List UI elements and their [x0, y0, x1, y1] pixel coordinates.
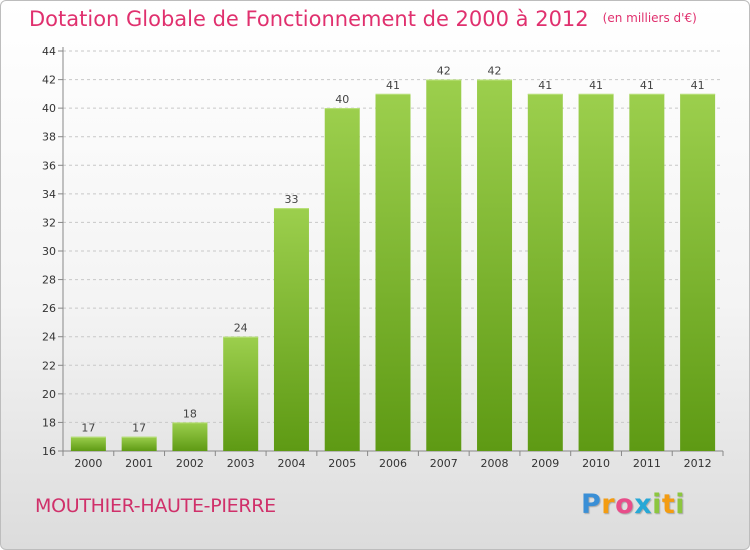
x-tick-label: 2011: [633, 457, 661, 470]
bar-2002: [172, 422, 208, 451]
logo-letter: P: [581, 489, 602, 520]
x-tick-label: 2003: [227, 457, 255, 470]
x-tick-label: 2012: [684, 457, 712, 470]
bar-2003: [223, 336, 259, 451]
x-tick-label: 2010: [582, 457, 610, 470]
y-tick-label: 34: [42, 188, 56, 201]
logo-letter: t: [661, 489, 676, 520]
bar-2012: [680, 93, 716, 451]
x-tick-label: 2002: [176, 457, 204, 470]
data-label: 41: [538, 79, 552, 92]
y-tick-label: 18: [42, 416, 56, 429]
data-label: 42: [488, 65, 502, 78]
y-tick-label: 36: [42, 159, 56, 172]
data-label: 17: [81, 422, 95, 435]
x-tick-label: 2000: [74, 457, 102, 470]
logo-letter: i: [652, 489, 662, 520]
chart-title: Dotation Globale de Fonctionnement de 20…: [29, 7, 697, 31]
data-label: 40: [335, 93, 349, 106]
x-tick-label: 2005: [328, 457, 356, 470]
data-label: 41: [589, 79, 603, 92]
bar-2000: [70, 436, 106, 451]
data-labels: 17 17 18 24 33 40 41 42 42 41 41 41 41: [81, 65, 704, 435]
bar-2008: [477, 79, 513, 452]
chart-title-text: Dotation Globale de Fonctionnement de 20…: [29, 7, 589, 31]
y-tick-label: 38: [42, 131, 56, 144]
data-label: 41: [386, 79, 400, 92]
x-tick-label: 2001: [125, 457, 153, 470]
logo-letter: r: [601, 489, 616, 520]
bar-2004: [273, 208, 309, 451]
chart-subtitle: (en milliers d'€): [602, 11, 697, 25]
bar-2001: [121, 436, 157, 451]
y-tick-label: 42: [42, 74, 56, 87]
bar-2007: [426, 79, 462, 452]
data-label: 17: [132, 422, 146, 435]
y-tick-label: 22: [42, 359, 56, 372]
logo-letter: x: [634, 489, 653, 520]
data-label: 42: [437, 65, 451, 78]
bars: [70, 79, 716, 452]
data-label: 33: [284, 193, 298, 206]
y-tick-label: 20: [42, 388, 56, 401]
data-label: 41: [640, 79, 654, 92]
y-tick-label: 26: [42, 302, 56, 315]
y-tick-label: 40: [42, 102, 56, 115]
data-label: 18: [183, 407, 197, 420]
x-tick-label: 2009: [531, 457, 559, 470]
data-label: 24: [234, 322, 248, 335]
y-tick-label: 24: [42, 331, 56, 344]
y-tick-label: 16: [42, 445, 56, 458]
proxiti-logo[interactable]: Proxiti: [581, 489, 685, 520]
y-tick-label: 32: [42, 216, 56, 229]
x-tick-label: 2006: [379, 457, 407, 470]
bar-2010: [578, 93, 614, 451]
logo-letter: i: [675, 489, 686, 520]
x-tick-label: 2004: [277, 457, 305, 470]
y-tick-label: 44: [42, 45, 56, 58]
y-tick-label: 30: [42, 245, 56, 258]
bar-2009: [527, 93, 563, 451]
x-tick-label: 2007: [430, 457, 458, 470]
x-tick-label: 2008: [481, 457, 509, 470]
bar-2005: [324, 108, 360, 452]
logo-letter: o: [615, 489, 635, 520]
y-tick-label: 28: [42, 274, 56, 287]
data-label: 41: [691, 79, 705, 92]
tick-labels: 16 18 20 22 24 26 28 30 32 34 36 38 40 42 44 2000 2001 20…: [42, 45, 712, 470]
bar-2006: [375, 93, 411, 451]
commune-name: MOUTHIER-HAUTE-PIERRE: [35, 495, 276, 517]
bar-2011: [629, 93, 665, 451]
